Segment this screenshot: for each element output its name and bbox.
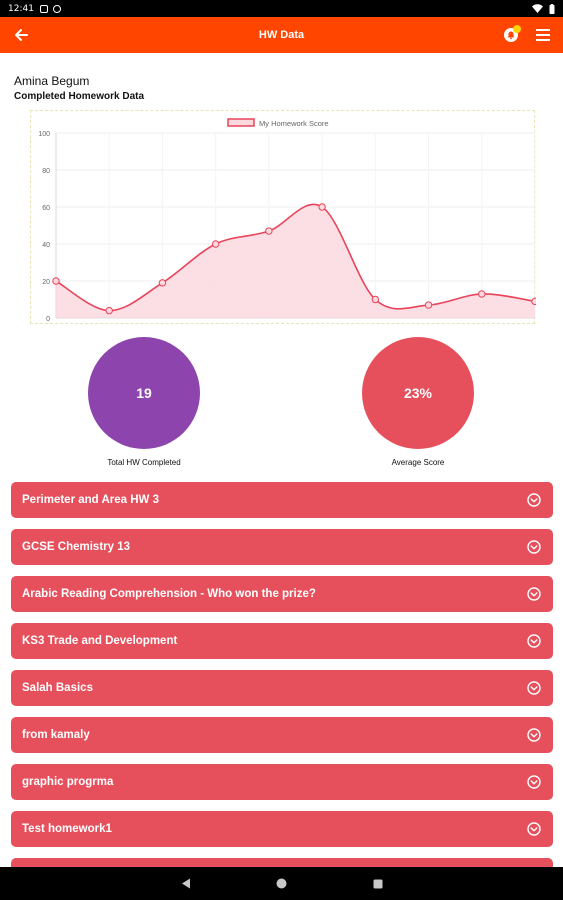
homework-title: from kamaly — [22, 729, 90, 741]
nav-home-button[interactable] — [274, 876, 290, 892]
menu-button[interactable] — [533, 25, 553, 45]
homework-title: KS3 Trade and Development — [22, 635, 178, 647]
data-point — [531, 297, 536, 306]
back-button[interactable] — [3, 17, 39, 53]
chevron-down-icon[interactable] — [526, 634, 541, 649]
data-point — [211, 240, 220, 248]
total-hw-completed-value: 19 — [136, 385, 152, 401]
homework-item[interactable]: KS3 Trade and Development — [11, 623, 553, 659]
data-point — [424, 301, 433, 309]
total-hw-completed-circle: 19 — [88, 337, 200, 449]
data-point — [158, 279, 167, 287]
status-indicators — [532, 3, 555, 14]
data-point — [52, 277, 60, 285]
sync-icon — [52, 4, 61, 13]
y-tick-label: 100 — [38, 131, 50, 138]
app-bar: HW Data — [0, 17, 563, 53]
student-name: Amina Begum — [14, 74, 90, 88]
chevron-down-icon[interactable] — [526, 822, 541, 837]
navigation-bar — [0, 867, 563, 900]
homework-title: Arabic Reading Comprehension - Who won t… — [22, 588, 316, 600]
y-tick-label: 20 — [42, 279, 50, 286]
homework-title: GCSE Chemistry 13 — [22, 541, 131, 553]
data-point — [478, 290, 486, 298]
chevron-down-icon[interactable] — [526, 587, 541, 602]
homework-item[interactable]: Test homework1 — [11, 811, 553, 847]
homework-title: Perimeter and Area HW 3 — [22, 494, 159, 506]
average-score-stat: 23% Average Score — [348, 337, 488, 467]
hamburger-menu-icon-line — [536, 39, 550, 41]
hamburger-menu-icon — [536, 29, 550, 31]
nav-recents-icon — [373, 879, 382, 888]
hamburger-menu-icon-line — [536, 34, 550, 36]
status-time: 12:41 — [8, 3, 34, 14]
status-bar: 12:41 — [0, 0, 563, 17]
homework-item[interactable]: GCSE Chemistry 13 — [11, 529, 553, 565]
average-score-circle: 23% — [362, 337, 474, 449]
nav-back-button[interactable] — [178, 876, 194, 892]
y-tick-label: 60 — [42, 205, 50, 212]
total-hw-completed-label: Total HW Completed — [107, 458, 181, 467]
y-tick-label: 80 — [42, 168, 50, 175]
data-point — [371, 295, 380, 304]
chevron-down-icon[interactable] — [526, 775, 541, 790]
y-tick-label: 40 — [42, 242, 50, 249]
homework-item[interactable]: Salah Basics — [11, 670, 553, 706]
notification-badge — [513, 25, 521, 33]
data-point — [105, 306, 113, 315]
section-title: Completed Homework Data — [14, 91, 145, 102]
sim-icon — [39, 4, 48, 13]
arrow-left-icon — [15, 29, 28, 41]
homework-title: Salah Basics — [22, 682, 93, 694]
page-title: HW Data — [258, 29, 305, 41]
wifi-icon — [532, 4, 543, 13]
average-score-value: 23% — [403, 385, 433, 401]
chevron-down-icon[interactable] — [526, 728, 541, 743]
homework-title: graphic progrma — [22, 776, 114, 788]
homework-list: Perimeter and Area HW 3 GCSE Chemistry 13… — [11, 482, 553, 900]
legend-label: My Homework Score — [259, 119, 329, 128]
series-line — [55, 203, 536, 312]
nav-home-icon — [276, 878, 287, 889]
chevron-down-icon[interactable] — [526, 681, 541, 696]
series-area — [56, 204, 535, 318]
chart-canvas: 0 20 40 60 80 100 My Homework Score — [38, 118, 536, 323]
data-point — [318, 203, 326, 211]
y-tick-label: 0 — [46, 316, 50, 323]
total-hw-completed-stat: 19 Total HW Completed — [74, 337, 214, 467]
average-score-label: Average Score — [391, 458, 445, 467]
homework-item[interactable]: Arabic Reading Comprehension - Who won t… — [11, 576, 553, 612]
notification-button[interactable] — [499, 23, 523, 47]
homework-item[interactable]: Perimeter and Area HW 3 — [11, 482, 553, 518]
homework-score-chart: 0 20 40 60 80 100 My Homework Score — [30, 110, 536, 324]
data-point — [265, 227, 273, 235]
homework-item[interactable]: from kamaly — [11, 717, 553, 753]
nav-recents-button[interactable] — [370, 876, 386, 892]
battery-icon — [549, 3, 555, 14]
chevron-down-icon[interactable] — [526, 493, 541, 508]
homework-title: Test homework1 — [22, 823, 112, 835]
homework-item[interactable]: graphic progrma — [11, 764, 553, 800]
legend-swatch — [227, 118, 255, 127]
chevron-down-icon[interactable] — [526, 540, 541, 555]
nav-back-icon — [181, 878, 190, 889]
